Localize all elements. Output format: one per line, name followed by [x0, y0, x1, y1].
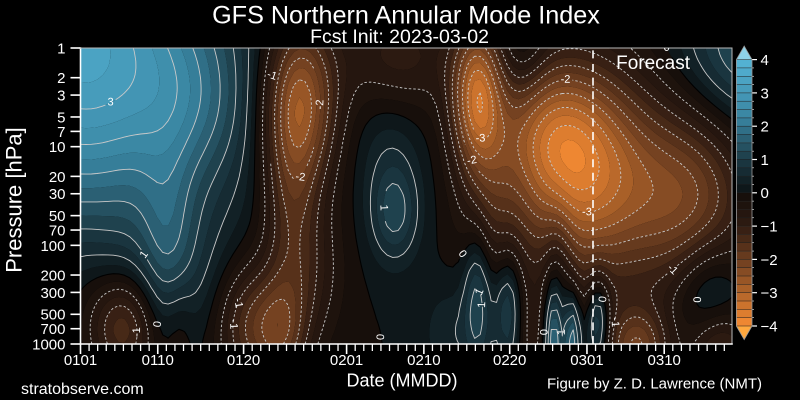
svg-text:0: 0: [537, 329, 549, 335]
svg-text:-2: -2: [314, 99, 327, 109]
svg-text:Forecast: Forecast: [616, 53, 691, 74]
svg-text:1: 1: [57, 40, 65, 57]
svg-text:700: 700: [40, 321, 65, 338]
svg-text:0310: 0310: [648, 352, 681, 369]
svg-text:1000: 1000: [32, 336, 65, 353]
svg-text:0: 0: [375, 334, 387, 340]
svg-text:−1: −1: [761, 219, 778, 236]
svg-text:0301: 0301: [570, 352, 603, 369]
svg-text:2: 2: [57, 70, 65, 87]
svg-text:3: 3: [57, 88, 65, 105]
svg-text:0220: 0220: [493, 352, 526, 369]
svg-text:0: 0: [152, 320, 165, 328]
svg-text:-3: -3: [475, 132, 485, 144]
svg-text:3: 3: [107, 96, 113, 108]
svg-text:-3: -3: [582, 206, 592, 218]
svg-text:4: 4: [761, 52, 769, 69]
svg-text:500: 500: [40, 307, 65, 324]
svg-text:0101: 0101: [64, 352, 97, 369]
svg-text:50: 50: [49, 208, 66, 225]
svg-text:3: 3: [761, 85, 769, 102]
svg-text:1: 1: [377, 204, 389, 211]
svg-text:0: 0: [690, 297, 702, 303]
svg-text:0110: 0110: [142, 352, 174, 369]
svg-text:7: 7: [57, 124, 65, 141]
svg-text:-2: -2: [295, 171, 306, 184]
svg-text:-1: -1: [265, 68, 278, 83]
svg-text:0: 0: [761, 185, 769, 202]
svg-text:−4: −4: [761, 318, 778, 335]
svg-text:0120: 0120: [227, 352, 260, 369]
svg-text:10: 10: [49, 139, 66, 156]
svg-text:Fcst Init: 2023-03-02: Fcst Init: 2023-03-02: [310, 26, 489, 48]
svg-text:Figure by Z. D. Lawrence (NMT): Figure by Z. D. Lawrence (NMT): [547, 376, 762, 393]
svg-text:200: 200: [40, 267, 65, 284]
svg-text:1: 1: [761, 152, 769, 169]
svg-text:30: 30: [49, 186, 66, 203]
svg-text:-2: -2: [561, 74, 571, 86]
svg-text:-2: -2: [466, 154, 478, 168]
svg-text:0201: 0201: [330, 352, 363, 369]
svg-text:100: 100: [40, 238, 65, 255]
svg-text:1: 1: [476, 302, 488, 309]
svg-text:0: 0: [664, 42, 670, 54]
svg-text:stratobserve.com: stratobserve.com: [21, 381, 144, 398]
svg-text:0: 0: [597, 295, 610, 303]
svg-text:Date (MMDD): Date (MMDD): [347, 371, 458, 391]
svg-text:20: 20: [49, 169, 66, 186]
svg-text:-1: -1: [131, 327, 143, 337]
svg-text:2: 2: [761, 119, 769, 136]
svg-text:5: 5: [57, 109, 65, 126]
svg-text:GFS Northern Annular Mode Inde: GFS Northern Annular Mode Index: [212, 2, 600, 30]
svg-text:−2: −2: [761, 252, 778, 269]
svg-text:1: 1: [473, 287, 486, 297]
svg-text:300: 300: [40, 285, 65, 302]
svg-text:70: 70: [49, 222, 66, 239]
svg-text:0210: 0210: [407, 352, 440, 369]
svg-text:-1: -1: [227, 319, 239, 329]
svg-text:Pressure [hPa]: Pressure [hPa]: [2, 127, 27, 273]
svg-text:-1: -1: [231, 297, 244, 308]
svg-text:−3: −3: [761, 285, 778, 302]
svg-text:-1: -1: [609, 317, 621, 327]
svg-text:1: 1: [556, 329, 568, 335]
